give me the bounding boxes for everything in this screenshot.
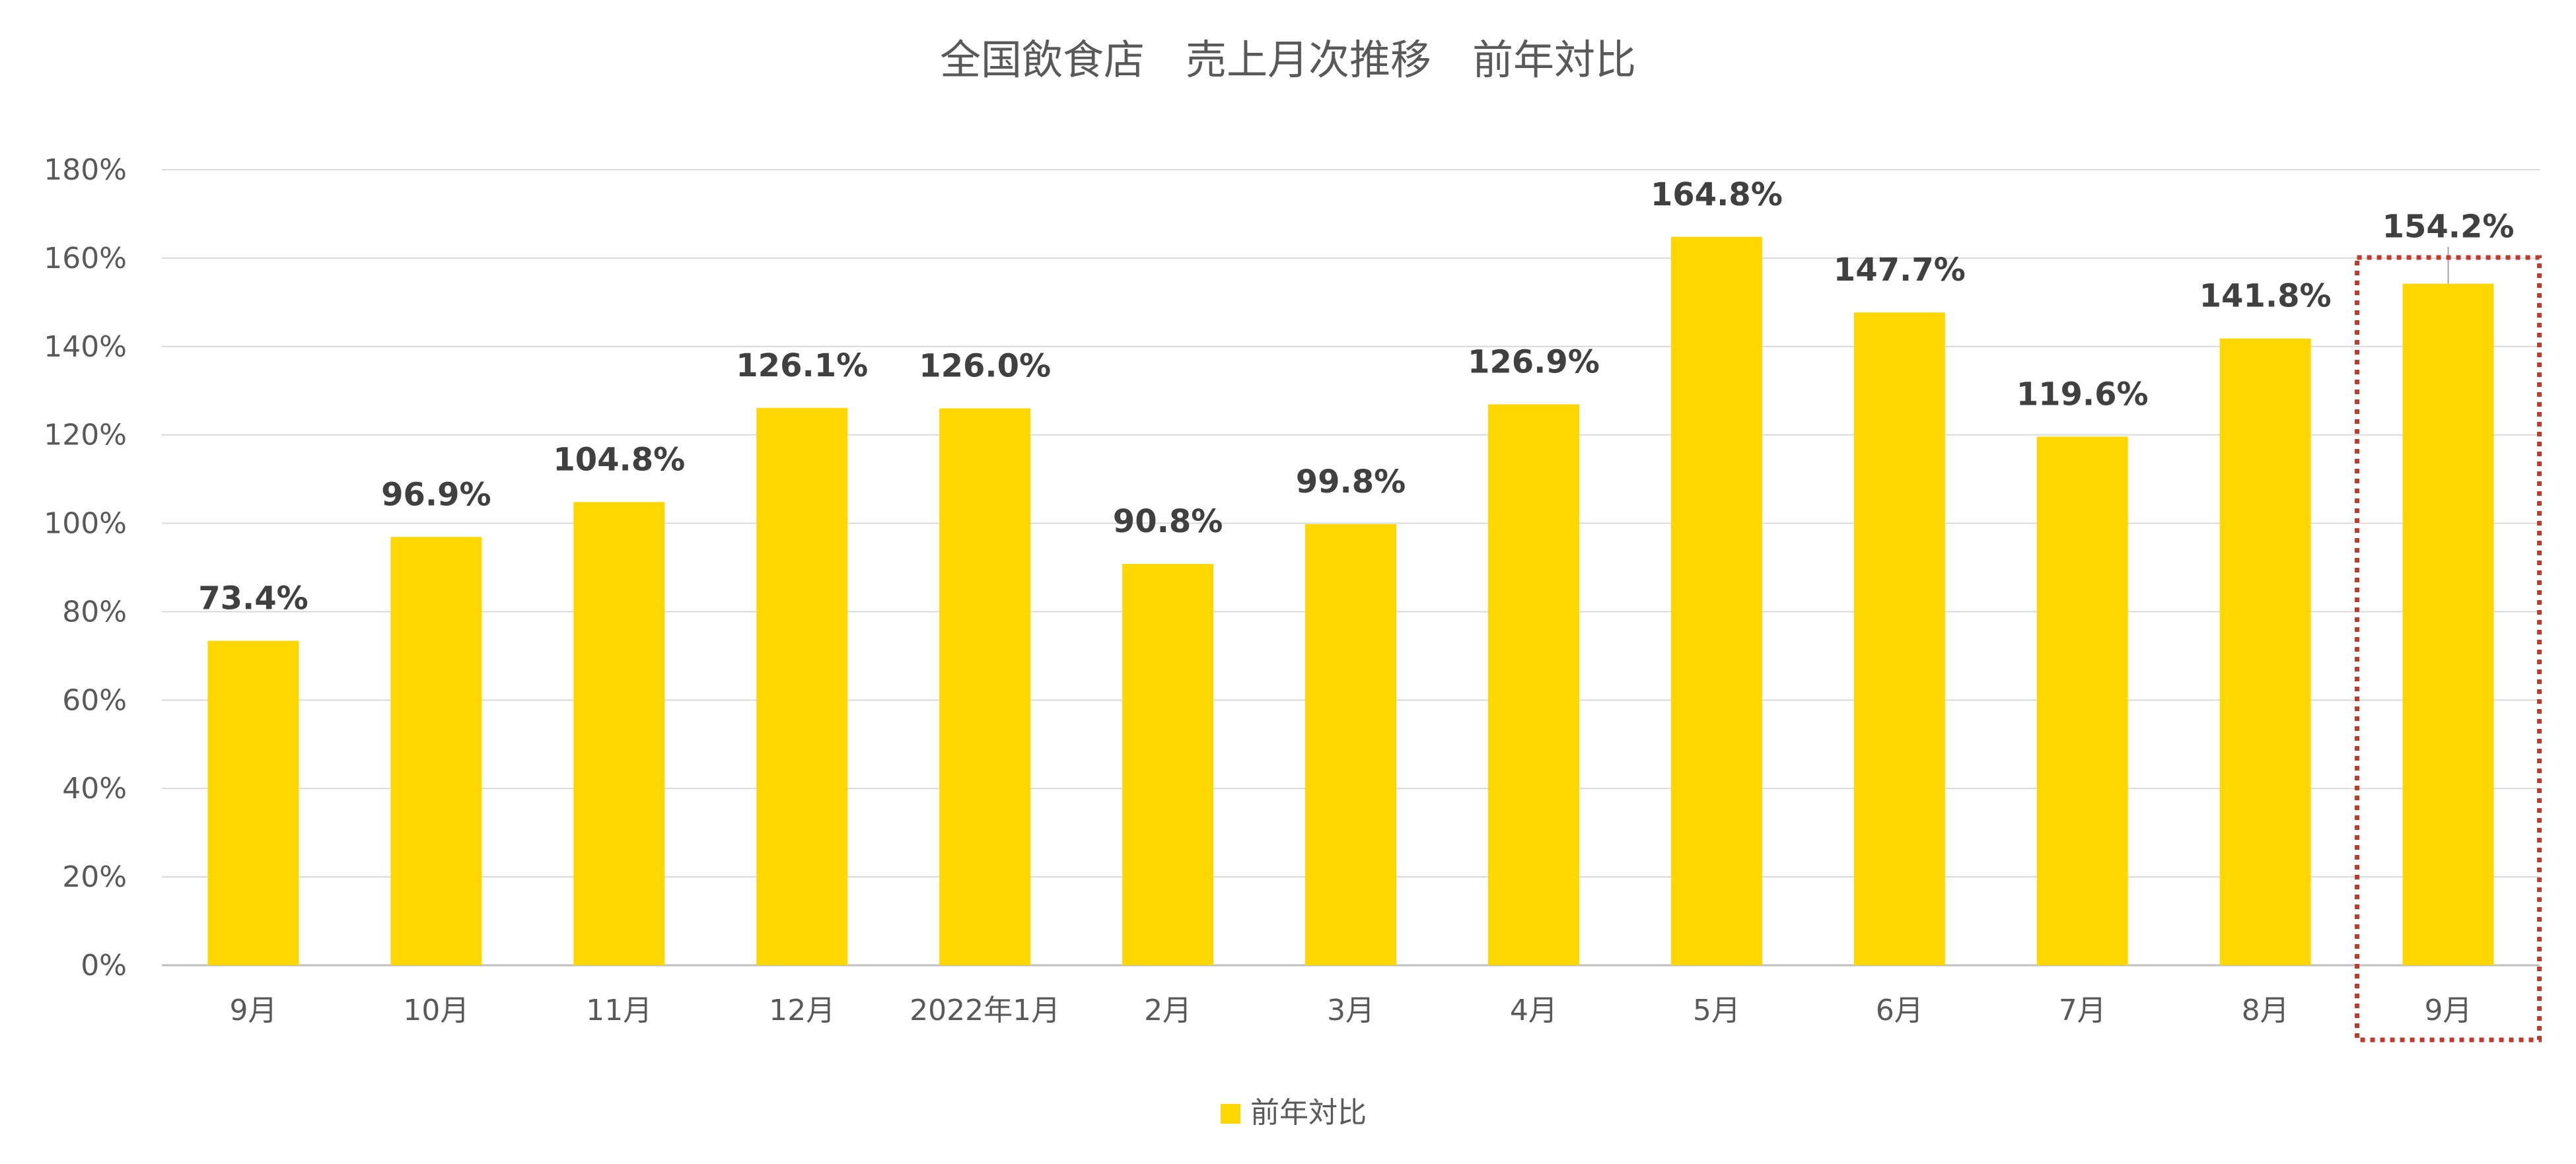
x-category-label: 5月 xyxy=(1693,994,1740,1027)
data-label: 154.2% xyxy=(2382,209,2515,246)
bar xyxy=(1670,236,1762,965)
highlight-layer xyxy=(2355,255,2542,1043)
data-label: 126.0% xyxy=(919,348,1051,385)
bar xyxy=(390,537,482,965)
y-tick-label: 100% xyxy=(44,507,127,541)
y-tick-label: 140% xyxy=(44,330,127,364)
data-label: 164.8% xyxy=(1651,176,1783,213)
data-label: 141.8% xyxy=(2200,278,2332,315)
y-tick-label: 180% xyxy=(44,153,127,187)
bar xyxy=(2036,436,2128,965)
legend-swatch xyxy=(1221,1104,1240,1124)
data-label: 119.6% xyxy=(2017,376,2149,413)
y-axis-ticks: 0% 20% 40% 60% 80% 100% 120% 140% 160% 180% xyxy=(44,153,127,982)
data-label: 96.9% xyxy=(381,476,491,513)
data-labels: 73.4% 96.9% 104.8% 126.1% 126.0% 90.8% 99.8% 12… xyxy=(198,176,2514,617)
bar xyxy=(939,408,1031,965)
y-tick-label: 0% xyxy=(81,949,127,982)
bar xyxy=(2219,338,2311,965)
x-category-label: 9月 xyxy=(229,994,277,1027)
data-label: 73.4% xyxy=(198,580,308,617)
y-tick-label: 160% xyxy=(44,242,127,275)
x-category-label: 11月 xyxy=(586,994,652,1027)
bar xyxy=(1305,524,1396,965)
bar xyxy=(207,640,299,965)
bar xyxy=(573,502,665,965)
data-label: 104.8% xyxy=(553,441,685,478)
bars xyxy=(207,236,2494,965)
bar xyxy=(1853,312,1945,965)
data-label: 126.1% xyxy=(736,347,868,384)
data-label: 147.7% xyxy=(1834,252,1966,289)
bar xyxy=(2402,283,2494,965)
x-category-label: 6月 xyxy=(1876,994,1923,1027)
x-category-label: 7月 xyxy=(2059,994,2106,1027)
y-tick-label: 120% xyxy=(44,419,127,452)
legend-label: 前年対比 xyxy=(1250,1096,1367,1130)
data-label: 90.8% xyxy=(1113,503,1223,540)
x-category-label: 10月 xyxy=(403,994,469,1027)
legend: 前年対比 xyxy=(1221,1096,1367,1130)
x-axis-categories: 9月 10月 11月 12月 2022年1月 2月 3月 4月 5月 6月 7月 8月 9月 xyxy=(229,994,2472,1027)
y-tick-label: 60% xyxy=(62,683,127,717)
bar xyxy=(1122,564,1214,965)
x-category-label: 12月 xyxy=(769,994,835,1027)
data-label: 126.9% xyxy=(1468,343,1600,380)
x-category-label: 4月 xyxy=(1510,994,1557,1027)
x-category-label: 2022年1月 xyxy=(910,994,1060,1027)
y-tick-label: 20% xyxy=(62,860,127,894)
highlight-frame xyxy=(2355,255,2542,1043)
y-tick-label: 80% xyxy=(62,595,127,629)
bar xyxy=(756,407,848,965)
bar xyxy=(1487,404,1579,965)
x-category-label: 3月 xyxy=(1327,994,1375,1027)
data-label: 99.8% xyxy=(1296,463,1406,500)
x-category-label: 2月 xyxy=(1144,994,1192,1027)
x-category-label: 8月 xyxy=(2242,994,2289,1027)
chart-title: 全国飲食店 売上月次推移 前年対比 xyxy=(940,36,1636,84)
x-category-label: 9月 xyxy=(2425,994,2472,1027)
y-tick-label: 40% xyxy=(62,772,127,805)
